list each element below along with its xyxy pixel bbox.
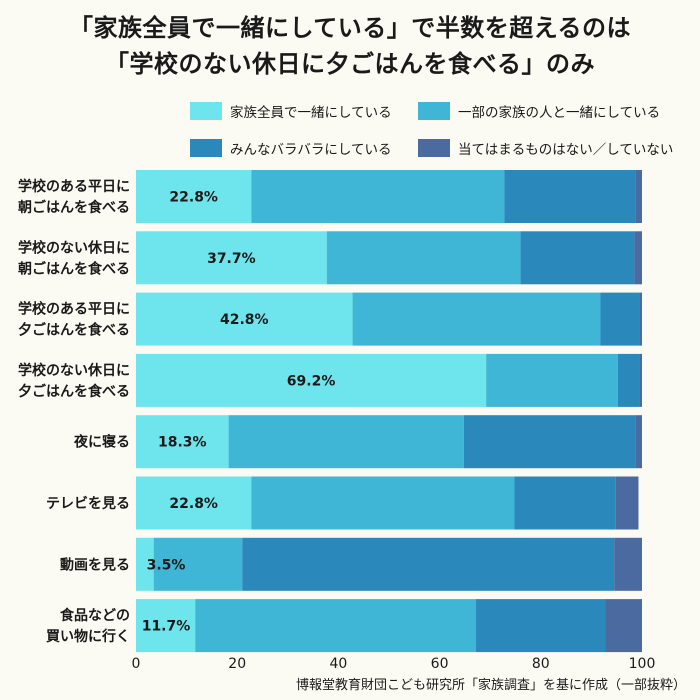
bar-segment-separately	[617, 353, 640, 407]
bar-segment-together-all	[136, 537, 154, 591]
bar-segment-none	[635, 415, 642, 469]
bar-segment-together-some	[326, 231, 521, 285]
x-tick-label: 60	[431, 656, 449, 672]
bar-segment-none	[639, 292, 642, 346]
x-tick-label: 0	[132, 656, 141, 672]
bar-segment-separately	[463, 415, 636, 469]
category-label: 動画を見る	[60, 556, 130, 573]
data-label: 11.7%	[142, 619, 191, 635]
title-line-1: 「家族全員で一緒にしている」で半数を超えるのは	[68, 14, 632, 42]
category-label: 学校のある平日に	[18, 178, 130, 195]
bar-segment-together-all	[136, 476, 252, 530]
data-label: 22.8%	[169, 496, 218, 512]
chart-title: 「家族全員で一緒にしている」で半数を超えるのは 「学校のない休日に夕ごはんを食べ…	[0, 10, 700, 82]
bar-segment-together-some	[195, 599, 477, 653]
data-label: 3.5%	[147, 557, 186, 573]
x-tick-label: 80	[532, 656, 550, 672]
bar-segment-separately	[476, 599, 606, 653]
bar-segment-none	[615, 476, 639, 530]
bar-segment-together-all	[136, 599, 196, 653]
data-label: 42.8%	[220, 312, 269, 328]
bar-segment-separately	[504, 170, 636, 223]
x-tick-label: 40	[329, 656, 347, 672]
bar-segment-none	[639, 353, 642, 407]
bar-segment-separately	[520, 231, 635, 285]
data-label: 69.2%	[287, 373, 336, 389]
bar-segment-together-all	[136, 231, 327, 285]
bar-segment-together-all	[136, 292, 353, 346]
title-line-2: 「学校のない休日に夕ごはんを食べる」のみ	[105, 50, 595, 78]
bar-segment-separately	[600, 292, 640, 346]
bar-segment-together-all	[136, 353, 487, 407]
bar-segment-together-all	[136, 415, 229, 469]
bar-segment-none	[614, 537, 642, 591]
bar-segment-separately	[514, 476, 616, 530]
category-label: 朝ごはんを食べる	[18, 260, 130, 277]
category-label: 夕ごはんを食べる	[18, 383, 130, 400]
x-tick-label: 20	[228, 656, 246, 672]
category-label: テレビを見る	[46, 496, 130, 512]
category-label: 食品などの	[60, 607, 130, 624]
category-label: 夕ごはんを食べる	[18, 322, 130, 339]
bar-segment-separately	[242, 537, 615, 591]
category-label: 学校のない休日に	[18, 239, 130, 256]
category-label: 夜に寝る	[73, 434, 130, 451]
data-label: 37.7%	[207, 251, 256, 267]
bar-segment-together-some	[352, 292, 601, 346]
bar-segment-together-all	[136, 170, 252, 223]
bar-segment-none	[605, 599, 642, 653]
bar-segment-together-some	[251, 476, 515, 530]
bar-segment-none	[635, 170, 642, 223]
bar-segment-together-some	[486, 353, 618, 407]
category-label: 朝ごはんを食べる	[18, 199, 130, 216]
category-label: 買い物に行く	[46, 628, 130, 645]
category-label: 学校のある平日に	[18, 301, 130, 318]
x-tick-label: 100	[629, 656, 656, 672]
bar-segment-together-some	[228, 415, 464, 469]
bar-segment-together-some	[153, 537, 243, 591]
bar-segment-together-some	[251, 170, 505, 223]
source-note: 博報堂教育財団こども研究所「家族調査」を基に作成（一部抜粋）	[295, 678, 686, 693]
data-label: 18.3%	[158, 435, 207, 451]
bar-segment-none	[634, 231, 642, 285]
category-label: 学校のない休日に	[18, 362, 130, 379]
data-label: 22.8%	[169, 190, 218, 206]
